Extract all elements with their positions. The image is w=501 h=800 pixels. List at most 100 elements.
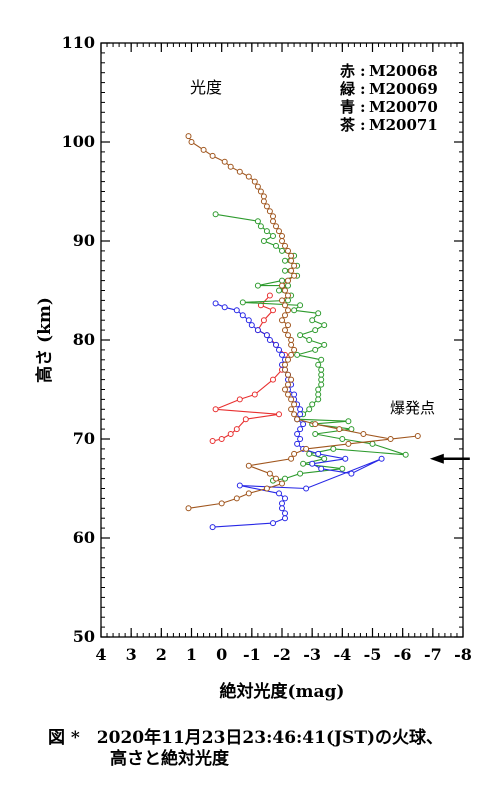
data-point xyxy=(270,520,276,527)
data-point xyxy=(282,515,288,522)
data-point xyxy=(285,322,291,329)
data-point xyxy=(339,465,346,472)
data-point xyxy=(251,178,258,185)
data-point xyxy=(330,445,337,452)
data-point xyxy=(282,495,288,502)
data-point xyxy=(318,371,325,378)
data-point xyxy=(291,262,298,269)
data-point xyxy=(285,332,291,339)
data-point xyxy=(218,436,225,442)
y-tick-label: 90 xyxy=(73,231,95,250)
data-point xyxy=(288,455,295,462)
x-tick-label: -2 xyxy=(273,645,291,664)
legend-sep-blue: : xyxy=(360,98,366,116)
data-point xyxy=(321,455,328,462)
data-point xyxy=(291,307,298,314)
data-point xyxy=(318,381,325,388)
data-point xyxy=(263,485,270,492)
data-point xyxy=(273,242,279,249)
data-point xyxy=(285,277,291,284)
data-point xyxy=(300,421,307,428)
data-point xyxy=(306,450,313,457)
data-point xyxy=(263,228,270,235)
data-point xyxy=(297,406,304,413)
data-point xyxy=(209,524,216,531)
data-point xyxy=(285,297,291,304)
major-ticks xyxy=(100,42,464,638)
legend-sep-red: : xyxy=(360,62,366,80)
data-point xyxy=(360,431,367,437)
data-point xyxy=(266,470,273,477)
data-point xyxy=(233,426,240,433)
data-point xyxy=(282,267,288,274)
x-tick-label: -6 xyxy=(394,645,412,664)
data-point xyxy=(279,480,285,487)
data-point xyxy=(336,426,343,433)
data-point xyxy=(315,450,322,457)
legend-id-red: M20068 xyxy=(369,62,438,80)
data-point xyxy=(260,317,267,324)
data-point xyxy=(270,307,276,314)
y-tick-label: 60 xyxy=(73,528,95,547)
data-point xyxy=(279,282,285,289)
data-point xyxy=(279,505,285,512)
data-point xyxy=(378,455,385,462)
data-point xyxy=(263,332,270,339)
data-point xyxy=(312,421,319,428)
data-point xyxy=(212,406,219,413)
data-point xyxy=(242,416,249,423)
data-point xyxy=(297,411,304,418)
data-point xyxy=(276,287,282,294)
data-point xyxy=(291,272,298,279)
data-point xyxy=(260,193,267,200)
x-tick-labels: 4 3 2 1 0 -1 -2 -3 -4 -5 -6 -7 -8 xyxy=(95,645,471,664)
chart-title: 光度 xyxy=(190,78,222,97)
caption-line-2: 高さと絶対光度 xyxy=(110,749,229,769)
data-point xyxy=(306,406,313,413)
legend-label-green: 緑 xyxy=(340,80,356,98)
data-point xyxy=(279,297,285,304)
data-point xyxy=(309,460,316,467)
data-point xyxy=(236,482,243,489)
data-point xyxy=(288,351,295,358)
data-point xyxy=(288,341,295,348)
series-line xyxy=(212,302,382,528)
data-point xyxy=(288,252,295,259)
data-point xyxy=(245,173,252,180)
arrow-head xyxy=(429,453,444,464)
data-point xyxy=(291,391,298,398)
legend-label-red: 赤 xyxy=(340,62,355,80)
data-point xyxy=(239,299,246,306)
data-point xyxy=(285,292,291,299)
data-point xyxy=(236,168,243,175)
x-tick-label: 4 xyxy=(95,645,106,664)
data-point xyxy=(288,257,295,264)
legend-label-blue: 青 xyxy=(340,98,355,116)
data-point xyxy=(276,490,282,497)
chart-area: 4 3 2 1 0 -1 -2 -3 -4 -5 -6 -7 -8 50 60 70 80 90 100 110 光… xyxy=(34,33,472,702)
series-layer xyxy=(185,133,421,531)
data-point xyxy=(303,445,310,452)
data-point xyxy=(291,450,298,457)
x-tick-label: -7 xyxy=(424,645,442,664)
data-point xyxy=(339,436,346,442)
data-point xyxy=(273,475,279,482)
data-point xyxy=(209,152,216,159)
data-point xyxy=(185,505,192,512)
y-tick-label: 50 xyxy=(73,627,95,646)
data-point xyxy=(318,356,325,363)
data-point xyxy=(387,436,394,442)
data-point xyxy=(306,337,313,343)
data-point xyxy=(315,361,322,368)
data-point xyxy=(321,322,328,329)
data-point xyxy=(282,242,288,249)
data-point xyxy=(254,183,261,190)
data-point xyxy=(282,475,288,482)
data-point xyxy=(288,267,295,274)
data-point xyxy=(212,211,219,218)
data-point xyxy=(294,351,301,358)
data-point xyxy=(212,300,219,307)
data-point xyxy=(276,228,282,235)
data-point xyxy=(270,233,276,239)
data-point xyxy=(297,332,304,339)
